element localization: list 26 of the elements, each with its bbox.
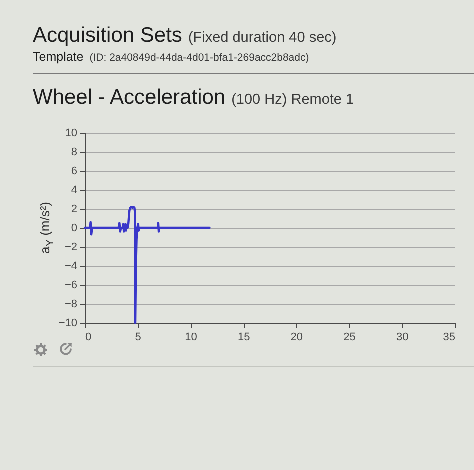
x-tick-label: 5	[135, 332, 142, 344]
x-tick-label: 35	[443, 332, 456, 344]
x-tick-label: 15	[238, 332, 250, 344]
text: (ID: 2a40849d-44da-4d01-bfa1-269acc2b8adc)	[90, 52, 310, 64]
y-tick-label: −2	[64, 242, 78, 254]
y-tick-label: −6	[64, 280, 78, 292]
y-tick-label: 2	[71, 204, 78, 216]
chart-subtitle: (100 Hz) Remote 1	[232, 92, 354, 108]
y-tick-label: 4	[71, 184, 78, 196]
y-tick-label: 6	[71, 166, 78, 178]
x-tick-label: 20	[290, 332, 304, 344]
chart-title: Wheel - Acceleration	[33, 86, 226, 110]
y-tick-label: −10	[58, 318, 78, 330]
text: (Fixed duration 40 sec)	[188, 30, 337, 46]
y-tick-label: −8	[64, 298, 78, 310]
x-tick-label: 25	[344, 332, 356, 344]
text: Acquisition Sets	[33, 24, 182, 48]
x-tick-label: 0	[86, 332, 92, 344]
y-tick-label: 0	[71, 222, 78, 234]
x-tick-label: 10	[185, 332, 198, 344]
y-tick-label: 8	[71, 146, 78, 158]
y-tick-label: −4	[64, 260, 78, 272]
y-tick-label: 10	[65, 128, 78, 140]
x-tick-label: 30	[396, 332, 409, 344]
text: Template	[33, 50, 84, 64]
line-series	[84, 206, 211, 324]
